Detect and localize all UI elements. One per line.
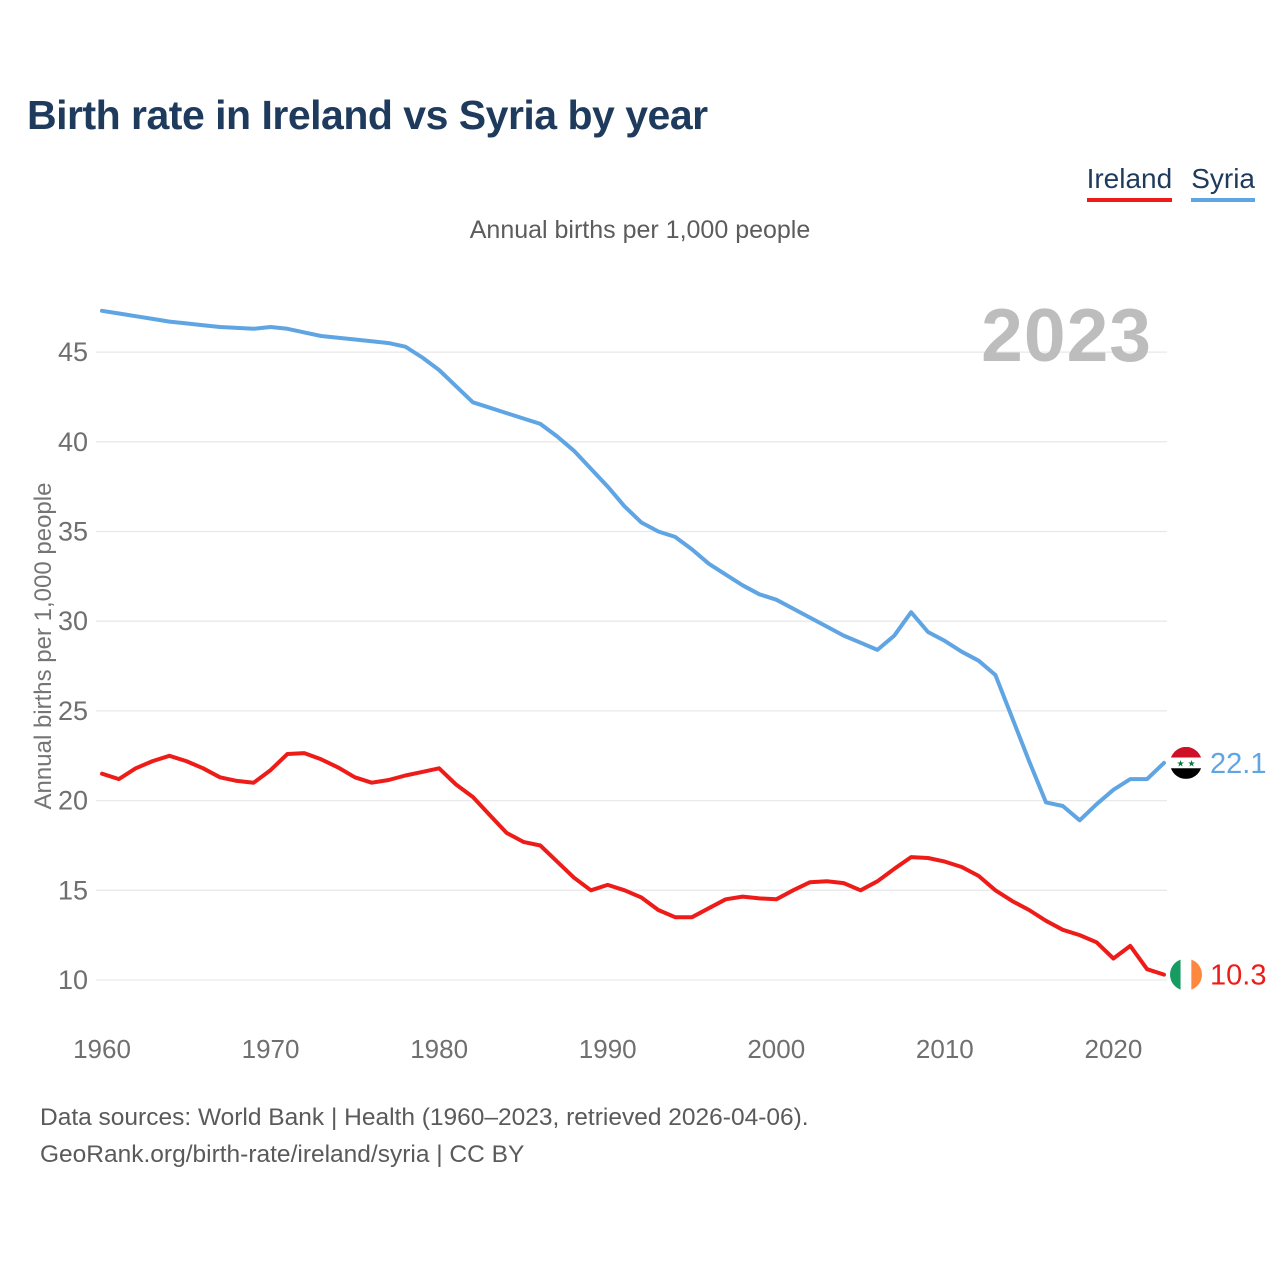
footer: Data sources: World Bank | Health (1960–… xyxy=(40,1099,809,1173)
legend-item-ireland[interactable]: Ireland xyxy=(1086,163,1173,202)
y-tick-label-45: 45 xyxy=(58,337,88,367)
chart-subtitle: Annual births per 1,000 people xyxy=(469,216,811,244)
ireland-flag-icon xyxy=(1170,958,1202,991)
y-tick-label-40: 40 xyxy=(58,427,88,457)
x-tick-label-2020: 2020 xyxy=(1084,1034,1142,1064)
legend: Ireland Syria xyxy=(1086,163,1255,202)
end-value-label-ireland: 10.3 xyxy=(1210,960,1266,992)
footer-attribution-line: GeoRank.org/birth-rate/ireland/syria | C… xyxy=(40,1141,525,1168)
legend-item-syria[interactable]: Syria xyxy=(1191,163,1255,202)
syria-flag-icon: ★ ★ xyxy=(1170,746,1202,779)
x-tick-label-2000: 2000 xyxy=(747,1034,805,1064)
x-tick-label-1980: 1980 xyxy=(410,1034,468,1064)
x-tick-label-1960: 1960 xyxy=(73,1034,131,1064)
y-tick-label-35: 35 xyxy=(58,517,88,547)
y-axis-title: Annual births per 1,000 people xyxy=(30,482,57,810)
syria-flag-star: ★ xyxy=(1187,758,1195,768)
syria-flag-star: ★ xyxy=(1176,758,1184,768)
x-tick-label-1990: 1990 xyxy=(579,1034,637,1064)
series-line-syria xyxy=(100,308,1166,823)
footer-sources-line: Data sources: World Bank | Health (1960–… xyxy=(40,1104,809,1131)
page-title: Birth rate in Ireland vs Syria by year xyxy=(27,92,708,138)
y-tick-label-25: 25 xyxy=(58,696,88,726)
y-tick-label-30: 30 xyxy=(58,606,88,636)
end-value-label-syria: 22.1 xyxy=(1210,748,1266,780)
y-tick-label-15: 15 xyxy=(58,875,88,905)
x-tick-label-2010: 2010 xyxy=(916,1034,974,1064)
series-line-ireland xyxy=(100,751,1166,977)
x-tick-label-1970: 1970 xyxy=(242,1034,300,1064)
y-tick-label-20: 20 xyxy=(58,786,88,816)
year-watermark: 2023 xyxy=(981,293,1152,377)
y-tick-label-10: 10 xyxy=(58,965,88,995)
